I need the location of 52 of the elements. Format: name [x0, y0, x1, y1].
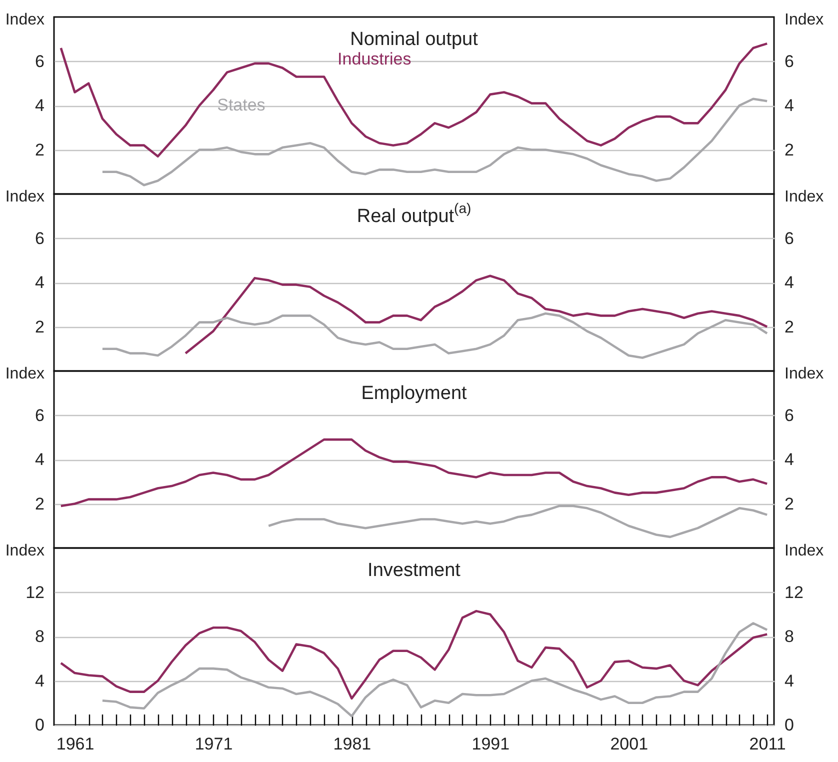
line-series	[184, 274, 768, 354]
y2-tick-label: 0	[784, 716, 794, 734]
y2-tick-label: 2	[784, 140, 794, 160]
y2-tick-label: 4	[784, 273, 794, 292]
y-tick-label: 12	[26, 582, 44, 602]
line-series	[60, 610, 768, 700]
y-tick-label: 4	[35, 96, 44, 115]
y2-tick-label: 2	[784, 317, 794, 336]
x-tick-label: 1991	[472, 734, 510, 754]
y2-axis-title: Index	[784, 542, 824, 560]
y-tick-label: 6	[35, 406, 44, 425]
y2-tick-label: 12	[784, 582, 804, 602]
y-axis-title: Index	[5, 542, 44, 560]
line-series	[101, 622, 768, 718]
y-axis-title: Index	[5, 12, 44, 28]
y-tick-label: 2	[35, 494, 44, 514]
y2-tick-label: 2	[784, 494, 794, 514]
y-tick-label: 2	[35, 140, 44, 160]
y2-tick-label: 8	[784, 627, 794, 646]
y-tick-label: 4	[35, 450, 44, 469]
x-tick-label: 2011	[749, 734, 786, 754]
y-tick-label: 8	[35, 627, 44, 646]
line-series	[60, 438, 768, 508]
y-tick-label: 4	[35, 273, 44, 292]
y-tick-label: 6	[35, 52, 44, 71]
x-tick-label: 2001	[610, 734, 648, 754]
y-tick-label: 6	[35, 228, 44, 248]
text: States	[217, 96, 266, 115]
y2-tick-label: 6	[784, 406, 794, 425]
series-label: Industries	[338, 50, 412, 69]
line-series	[101, 98, 768, 186]
text: Employment	[361, 383, 468, 404]
y2-tick-label: 4	[784, 96, 794, 115]
x-tick-label: 1971	[194, 734, 233, 754]
x-tick-label: 1961	[56, 734, 94, 754]
y2-tick-label: 4	[784, 671, 794, 690]
y2-tick-label: 6	[784, 228, 794, 248]
y-axis-title: Index	[5, 366, 44, 382]
line-series	[101, 312, 768, 359]
y-tick-label: 0	[35, 716, 44, 734]
x-tick-label: 1981	[333, 734, 372, 754]
y2-tick-label: 6	[784, 52, 794, 71]
line-series	[267, 504, 768, 538]
y-axis-title: Index	[5, 188, 44, 206]
y2-axis-title: Index	[784, 188, 824, 206]
y2-axis-title: Index	[784, 366, 824, 382]
text: Investment	[368, 560, 462, 581]
y2-tick-label: 4	[784, 450, 794, 469]
y-tick-label: 2	[35, 317, 44, 336]
text: Nominal output	[350, 29, 479, 50]
y-tick-label: 4	[35, 671, 44, 690]
y2-axis-title: Index	[784, 12, 824, 28]
